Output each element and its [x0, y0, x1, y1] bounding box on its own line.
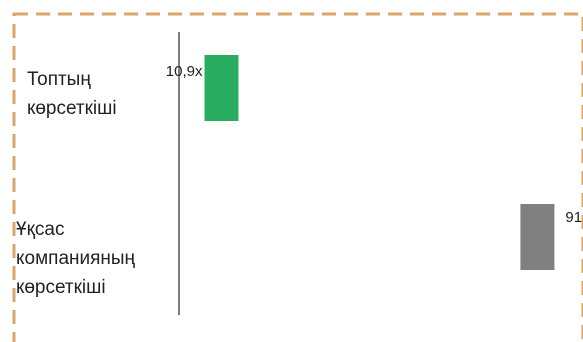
- bar-2: [520, 204, 555, 270]
- category-label-2-line-1: Ұқсас: [16, 219, 64, 240]
- category-label-2-line-2: компанияның: [16, 248, 136, 269]
- category-label-2-line-3: көрсеткіші: [16, 277, 106, 298]
- category-label-1-line-2: көрсеткіші: [27, 98, 117, 119]
- data-label-1: 10,9x: [166, 63, 203, 80]
- category-label-1-line-1: Топтың: [27, 69, 91, 90]
- bars-group: [204, 55, 555, 270]
- labels-group: 10,9x 91,9x Топтың көрсеткіші Ұқсас компаниян…: [16, 63, 583, 298]
- bar-1: [204, 55, 239, 121]
- category-label-2: Ұқсас компанияның көрсеткіші: [16, 219, 136, 298]
- data-label-2: 91,9x: [565, 209, 583, 226]
- category-label-1: Топтың көрсеткіші: [27, 69, 117, 119]
- dashed-border: [12, 12, 583, 342]
